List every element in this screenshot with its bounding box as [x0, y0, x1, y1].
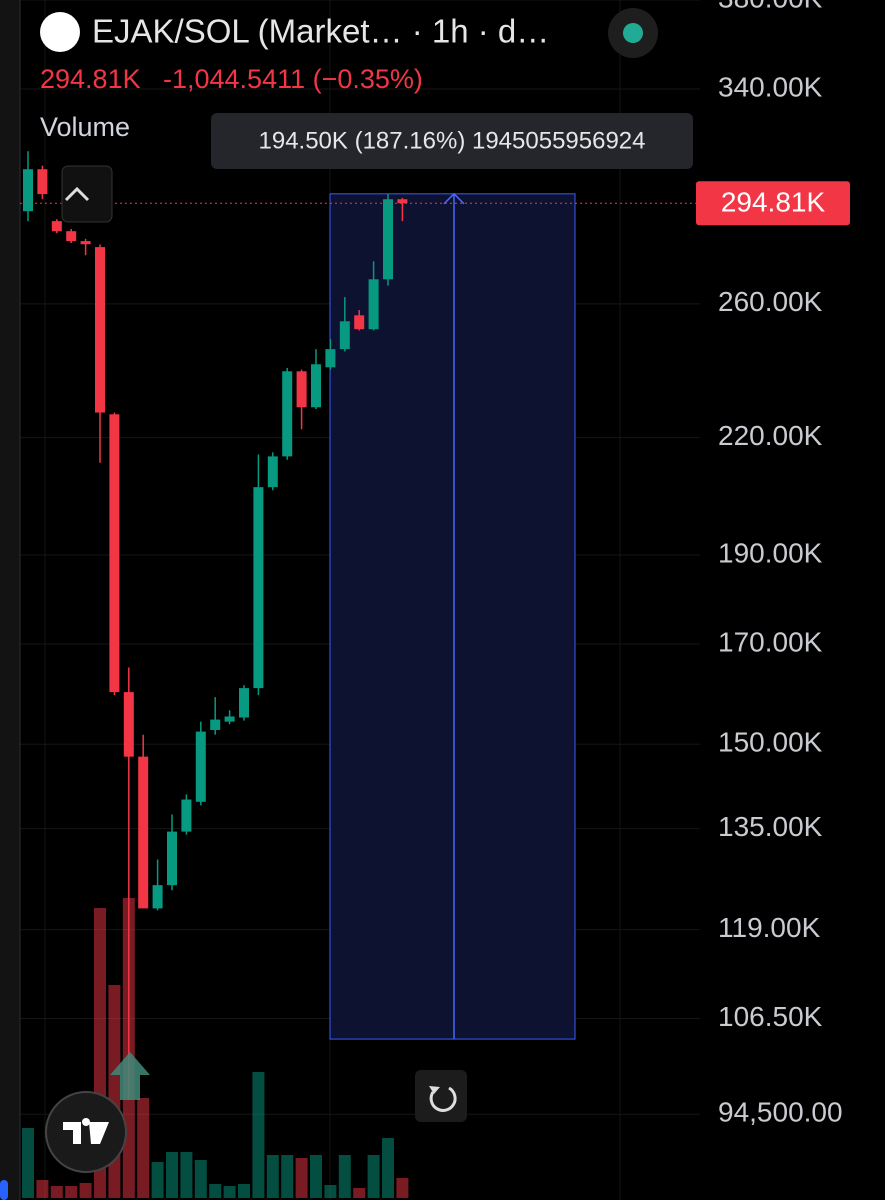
candle-body — [224, 716, 235, 722]
y-tick-label: 380.00K — [718, 0, 823, 13]
volume-label: Volume — [40, 112, 130, 142]
volume-bar — [65, 1186, 78, 1198]
candle-body — [354, 315, 365, 330]
candle-body — [339, 321, 350, 350]
reset-icon — [429, 1086, 457, 1112]
measure-box — [329, 193, 576, 1040]
candle-body — [80, 241, 91, 245]
scroll-arrow[interactable] — [110, 1052, 150, 1100]
candle-body — [311, 364, 321, 408]
last-price-axis-label: 294.81K — [721, 187, 826, 218]
candle-body — [195, 731, 206, 802]
volume-bar — [266, 1155, 279, 1198]
volume-bar — [223, 1186, 236, 1198]
candle-body — [282, 371, 293, 457]
volume-bar — [209, 1184, 222, 1198]
status-dot — [623, 23, 643, 43]
y-tick-label: 135.00K — [718, 811, 823, 842]
y-tick-label: 170.00K — [718, 626, 823, 657]
candle-body — [37, 169, 48, 195]
volume-bar — [382, 1138, 394, 1198]
price-change: -1,044.5411 (−0.35%) — [163, 64, 423, 94]
candle-body — [167, 831, 177, 886]
candle-body — [123, 692, 134, 757]
candle-body — [253, 487, 264, 689]
volume-bar — [108, 985, 121, 1198]
volume-bar — [324, 1185, 337, 1198]
edge-indicator — [0, 1180, 8, 1200]
volume-bar — [22, 1128, 34, 1198]
candle-body — [51, 221, 62, 232]
volume-bar — [166, 1152, 178, 1198]
volume-bar — [338, 1155, 351, 1198]
y-tick-label: 106.50K — [718, 1001, 823, 1032]
volume-bar — [367, 1155, 380, 1198]
measure-arrow-head — [443, 192, 465, 205]
collapse-icon — [64, 186, 90, 202]
y-tick-label: 260.00K — [718, 286, 823, 317]
tv-logo-mark — [63, 1122, 109, 1144]
collapse-button[interactable] — [61, 165, 113, 223]
measure-tooltip — [211, 113, 693, 169]
candle-body — [325, 349, 336, 368]
candle-body — [397, 199, 408, 204]
measure-tooltip-text: 194.50K (187.16%) 1945055956924 — [259, 127, 646, 154]
reset-button[interactable] — [415, 1070, 467, 1122]
candle-body — [239, 688, 249, 718]
candle-body — [210, 719, 221, 730]
y-tick-label: 150.00K — [718, 727, 823, 758]
candle-body — [109, 414, 120, 693]
y-tick-label: 220.00K — [718, 420, 823, 451]
candle-body — [368, 279, 379, 330]
volume-bar — [295, 1158, 308, 1198]
volume-bar — [79, 1183, 92, 1198]
y-tick-label: 340.00K — [718, 71, 823, 102]
volume-bar — [151, 1162, 164, 1198]
candle-body — [66, 231, 77, 242]
candle-body — [383, 199, 393, 280]
volume-bar — [396, 1178, 409, 1198]
plot: 380.00K 340.00K 260.00K 220.00K 190.00K 170.0… — [20, 0, 850, 1198]
left-toolbar — [0, 0, 20, 1200]
tv-logo[interactable] — [45, 1091, 127, 1173]
volume-bar — [50, 1186, 63, 1198]
candle-body — [152, 885, 163, 909]
candle-body — [138, 756, 149, 909]
volume-bar — [36, 1180, 49, 1198]
volume-bar — [281, 1155, 294, 1198]
volume-bar — [238, 1184, 250, 1198]
last-price-box — [696, 181, 850, 226]
y-tick-label: 119.00K — [718, 912, 821, 943]
candle-body — [267, 456, 278, 488]
y-tick-label: 190.00K — [718, 537, 823, 568]
reset-icon-head — [429, 1086, 440, 1094]
candle-body — [181, 799, 192, 832]
last-price: 294.81K — [40, 64, 141, 94]
candle-body — [296, 371, 307, 408]
volume-bar — [180, 1152, 193, 1198]
candle-body — [23, 169, 33, 212]
volume-bar — [137, 1098, 150, 1198]
volume-bar — [194, 1160, 207, 1198]
volume-bar — [252, 1072, 265, 1198]
volume-bar — [353, 1188, 366, 1198]
candle-body — [95, 247, 105, 413]
symbol-title[interactable]: EJAK/SOL (Market… · 1h · d… — [92, 13, 549, 50]
overlay: EJAK/SOL (Market… · 1h · d… 294.81K -1,0… — [0, 8, 658, 1200]
symbol-avatar[interactable] — [40, 12, 80, 52]
tv-logo-dot — [82, 1118, 90, 1126]
y-tick-label: 94,500.00 — [718, 1097, 843, 1128]
volume-bar — [310, 1155, 322, 1198]
